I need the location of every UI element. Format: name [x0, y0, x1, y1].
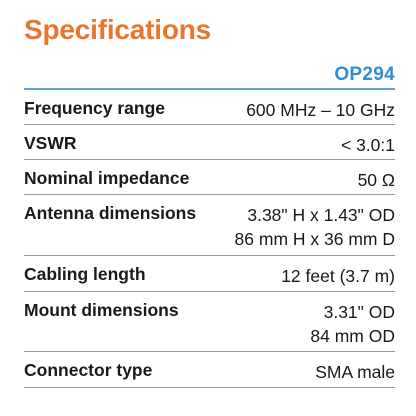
spec-label: VSWR: [24, 133, 77, 153]
spec-row-mount-dimensions: Mount dimensions 3.31" OD 84 mm OD: [24, 292, 395, 352]
spec-values: 12 feet (3.7 m): [281, 264, 395, 288]
spec-values: < 3.0:1: [341, 133, 395, 157]
model-header-row: OP294: [24, 62, 395, 90]
spec-values: SMA male: [315, 360, 395, 384]
spec-value: 12 feet (3.7 m): [281, 266, 395, 286]
spec-value: 600 MHz – 10 GHz: [246, 100, 395, 120]
spec-label: Connector type: [24, 360, 153, 380]
model-number: OP294: [334, 64, 395, 85]
spec-row-vswr: VSWR < 3.0:1: [24, 125, 395, 160]
spec-value: SMA male: [315, 362, 395, 382]
spec-row-frequency-range: Frequency range 600 MHz – 10 GHz: [24, 90, 395, 125]
spec-value: 3.31" OD: [323, 302, 395, 322]
spec-row-connector-type: Connector type SMA male: [24, 352, 395, 388]
spec-label: Antenna dimensions: [24, 203, 197, 223]
spec-label: Mount dimensions: [24, 300, 179, 320]
spec-row-cabling-length: Cabling length 12 feet (3.7 m): [24, 256, 395, 292]
spec-value: 3.38" H x 1.43" OD: [247, 205, 395, 225]
spec-value: 86 mm H x 36 mm D: [234, 229, 395, 249]
page-title: Specifications: [24, 14, 212, 45]
spec-label: Cabling length: [24, 264, 146, 284]
spec-label: Nominal impedance: [24, 168, 190, 188]
spec-value: 84 mm OD: [310, 326, 395, 346]
spec-value: 50 Ω: [357, 170, 395, 190]
spec-values: 3.38" H x 1.43" OD 86 mm H x 36 mm D: [235, 203, 395, 251]
spec-values: 50 Ω: [358, 168, 395, 192]
spec-row-nominal-impedance: Nominal impedance 50 Ω: [24, 160, 395, 195]
spec-value: < 3.0:1: [340, 135, 395, 155]
spec-label: Frequency range: [24, 98, 166, 118]
spec-values: 600 MHz – 10 GHz: [246, 98, 395, 122]
spec-row-antenna-dimensions: Antenna dimensions 3.38" H x 1.43" OD 86…: [24, 195, 395, 256]
spec-values: 3.31" OD 84 mm OD: [310, 300, 395, 348]
spec-table: Frequency range 600 MHz – 10 GHz VSWR < …: [24, 90, 395, 388]
